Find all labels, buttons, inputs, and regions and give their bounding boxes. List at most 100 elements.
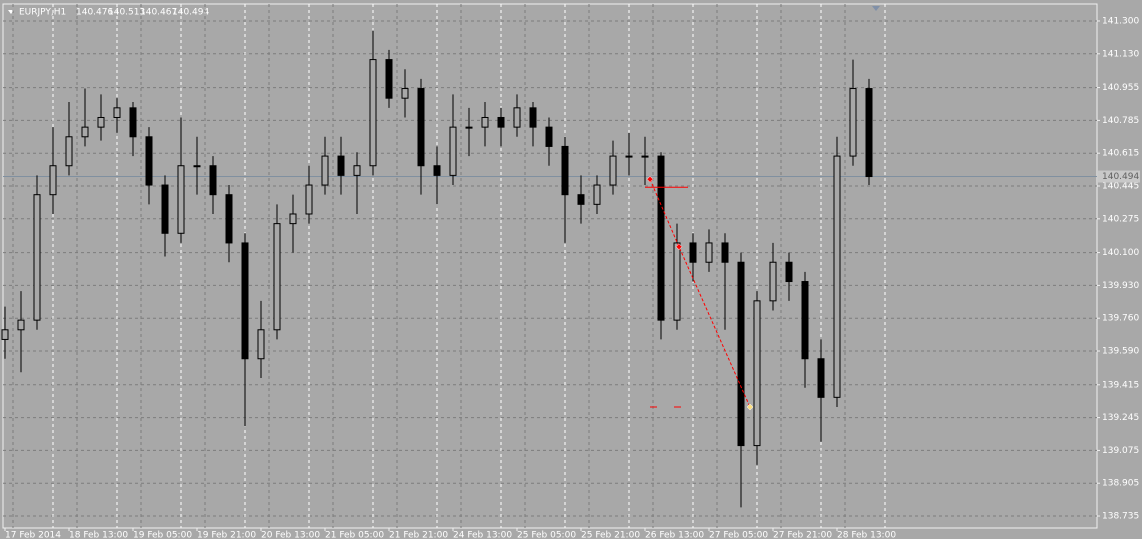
y-tick-label: 139.930 <box>1102 281 1139 291</box>
candle-body <box>65 136 73 167</box>
y-tick-label: 138.735 <box>1102 512 1139 522</box>
trade-marker <box>675 243 683 251</box>
candle-body <box>641 155 649 158</box>
y-tick-label: 140.445 <box>1102 182 1139 192</box>
x-tick-label: 20 Feb 13:00 <box>261 531 320 539</box>
candle-body <box>433 165 441 176</box>
y-tick-label: 140.615 <box>1102 149 1139 159</box>
y-tick-label: 140.785 <box>1102 116 1139 126</box>
trade-marker <box>746 403 754 411</box>
last-price-box <box>1098 170 1140 183</box>
last-bar-value: 140.494 <box>172 8 209 18</box>
candle-body <box>673 242 681 321</box>
x-tick-label: 19 Feb 21:00 <box>197 531 256 539</box>
y-tick-label: 139.415 <box>1102 380 1139 390</box>
candle-body <box>273 223 281 331</box>
y-tick-label: 140.275 <box>1102 214 1139 224</box>
trade-line <box>649 179 751 408</box>
candle-body <box>833 155 841 398</box>
x-tick-label: 21 Feb 05:00 <box>325 531 384 539</box>
x-tick-label: 27 Feb 05:00 <box>709 531 768 539</box>
y-tick-label: 140.100 <box>1102 248 1139 258</box>
candle-body <box>1 329 9 340</box>
x-tick-label: 17 Feb 2014 <box>5 531 61 539</box>
trade-marker <box>646 175 654 183</box>
y-tick-label: 141.130 <box>1102 49 1139 59</box>
candle-body <box>865 88 873 178</box>
last-bar-value: 140.467 <box>140 8 177 18</box>
candle-body <box>241 242 249 360</box>
x-tick-label: 26 Feb 13:00 <box>645 531 704 539</box>
candle-body <box>161 184 169 234</box>
candle-body <box>545 126 553 147</box>
candle-body <box>705 242 713 263</box>
candle-body <box>689 242 697 263</box>
candle-body <box>337 155 345 176</box>
candle-body <box>385 59 393 99</box>
shift-marker <box>872 6 880 11</box>
candle-body <box>769 261 777 302</box>
y-tick-label: 139.590 <box>1102 347 1139 357</box>
candle-body <box>49 165 57 196</box>
candle-body <box>817 358 825 398</box>
candle-body <box>209 165 217 196</box>
candle-body <box>577 194 585 205</box>
candle-body <box>513 107 521 128</box>
candle-body <box>257 329 265 360</box>
candle-body <box>321 155 329 186</box>
x-tick-label: 25 Feb 21:00 <box>581 531 640 539</box>
chart-title: EURJPY,H1 <box>19 8 66 18</box>
candle-body <box>785 261 793 283</box>
candle-body <box>33 194 41 321</box>
candle-body <box>593 184 601 205</box>
candle-body <box>625 155 633 158</box>
candle-body <box>177 165 185 234</box>
candle-body <box>497 116 505 128</box>
x-tick-label: 25 Feb 05:00 <box>517 531 576 539</box>
candle-body <box>97 116 105 128</box>
candle-body <box>465 126 473 129</box>
x-tick-label: 27 Feb 21:00 <box>773 531 832 539</box>
candle-body <box>417 88 425 167</box>
plot-frame <box>2 3 1098 529</box>
y-tick-label: 140.955 <box>1102 83 1139 93</box>
candle-body <box>289 213 297 225</box>
candle-body <box>81 126 89 138</box>
candle-body <box>561 145 569 196</box>
x-tick-label: 21 Feb 21:00 <box>389 531 448 539</box>
x-tick-label: 18 Feb 13:00 <box>69 531 128 539</box>
candle-body <box>737 261 745 447</box>
last-price-label: 140.494 <box>1102 172 1139 182</box>
candle-body <box>145 136 153 186</box>
candle-body <box>17 319 25 331</box>
candle-body <box>449 126 457 176</box>
candle-body <box>753 300 761 447</box>
x-tick-label: 24 Feb 13:00 <box>453 531 512 539</box>
candle-body <box>481 116 489 128</box>
candle-body <box>849 88 857 157</box>
candle-body <box>401 88 409 99</box>
candle-body <box>305 184 313 215</box>
y-tick-label: 139.760 <box>1102 314 1139 324</box>
y-tick-label: 139.245 <box>1102 413 1139 423</box>
x-tick-label: 28 Feb 13:00 <box>837 531 896 539</box>
candle-body <box>225 194 233 244</box>
candle-body <box>193 165 201 168</box>
candle-body <box>353 165 361 176</box>
candle-body <box>113 107 121 118</box>
y-tick-label: 138.905 <box>1102 479 1139 489</box>
y-tick-label: 139.075 <box>1102 446 1139 456</box>
candle-body <box>721 242 729 263</box>
y-tick-label: 141.300 <box>1102 16 1139 26</box>
x-tick-label: 19 Feb 05:00 <box>133 531 192 539</box>
last-bar-value: 140.476 <box>76 8 113 18</box>
candle-body <box>657 155 665 321</box>
candle-body <box>529 107 537 128</box>
candle-body <box>129 107 137 138</box>
candle-body <box>609 155 617 186</box>
candle-body <box>369 59 377 167</box>
last-bar-value: 140.513 <box>108 8 145 18</box>
candle-body <box>801 281 809 360</box>
